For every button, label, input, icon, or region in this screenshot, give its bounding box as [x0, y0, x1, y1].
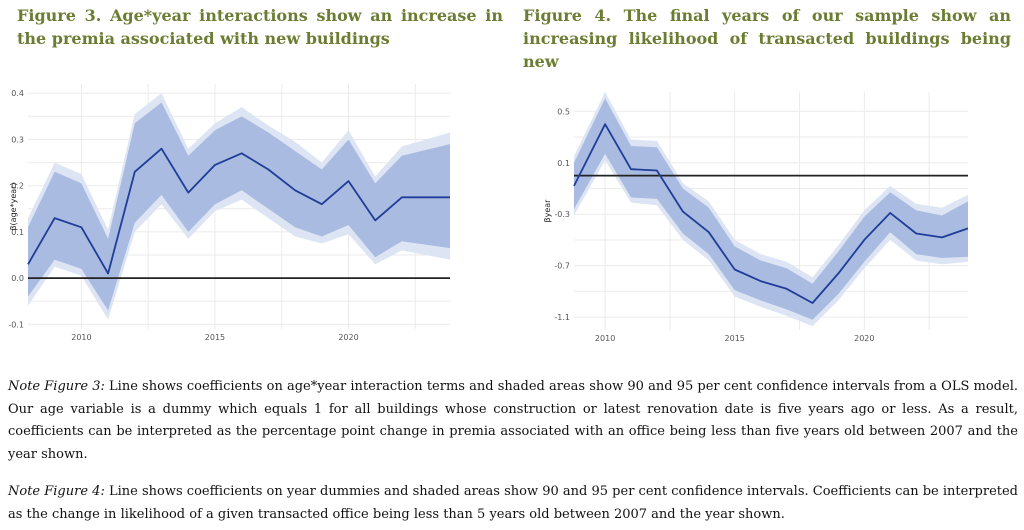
figure-4-note-body: Line shows coefficients on year dummies … [8, 484, 1018, 522]
coefficient-line [27, 147, 450, 275]
x-tick-label: 2020 [854, 334, 874, 343]
y-tick-label: 0.0 [11, 274, 24, 283]
ci90-band [574, 98, 968, 320]
x-tick-label: 2015 [725, 334, 745, 343]
figure-3-note: Note Figure 3: Line shows coefficients o… [8, 376, 1018, 466]
y-tick-label: -1.1 [554, 313, 570, 322]
y-tick-label: -0.7 [554, 262, 570, 271]
figure-3-note-body: Line shows coefficients on age*year inte… [8, 379, 1018, 462]
figure-4-note-lead: Note Figure 4: [8, 484, 105, 499]
figure-3-note-lead: Note Figure 3: [8, 379, 105, 394]
y-tick-label: 0.3 [11, 135, 24, 144]
x-tick-label: 2010 [71, 333, 91, 342]
coefficient-line [573, 123, 969, 304]
y-tick-label: 0.5 [557, 107, 570, 116]
x-tick-label: 2015 [205, 333, 225, 342]
y-tick-label: 0.2 [11, 182, 24, 191]
y-tick-label: -0.1 [8, 320, 24, 329]
y-tick-label: 0.1 [11, 228, 24, 237]
figure-4-note: Note Figure 4: Line shows coefficients o… [8, 481, 1018, 526]
ci90-band [28, 102, 450, 311]
y-tick-label: 0.1 [557, 159, 570, 168]
figure-3-title: Figure 3. Age*year interactions show an … [17, 6, 503, 48]
y-axis-label: β(age*year) [9, 182, 18, 230]
figure-4-chart: 2010 2015 2020 -1.1 -0.7 -0.3 0.1 0.5 βyear [543, 92, 969, 343]
y-tick-label: -0.3 [554, 210, 570, 219]
figure-3-chart: 2010 2015 2020 -0.1 0.0 0.1 0.2 0.3 0.4 β(age*yea… [8, 84, 450, 342]
x-tick-label: 2020 [338, 333, 358, 342]
y-tick-label: 0.4 [11, 89, 24, 98]
y-axis-label: βyear [543, 199, 552, 223]
figure-4-title: Figure 4. The final years of our sample … [523, 6, 1011, 71]
x-tick-label: 2010 [595, 334, 615, 343]
